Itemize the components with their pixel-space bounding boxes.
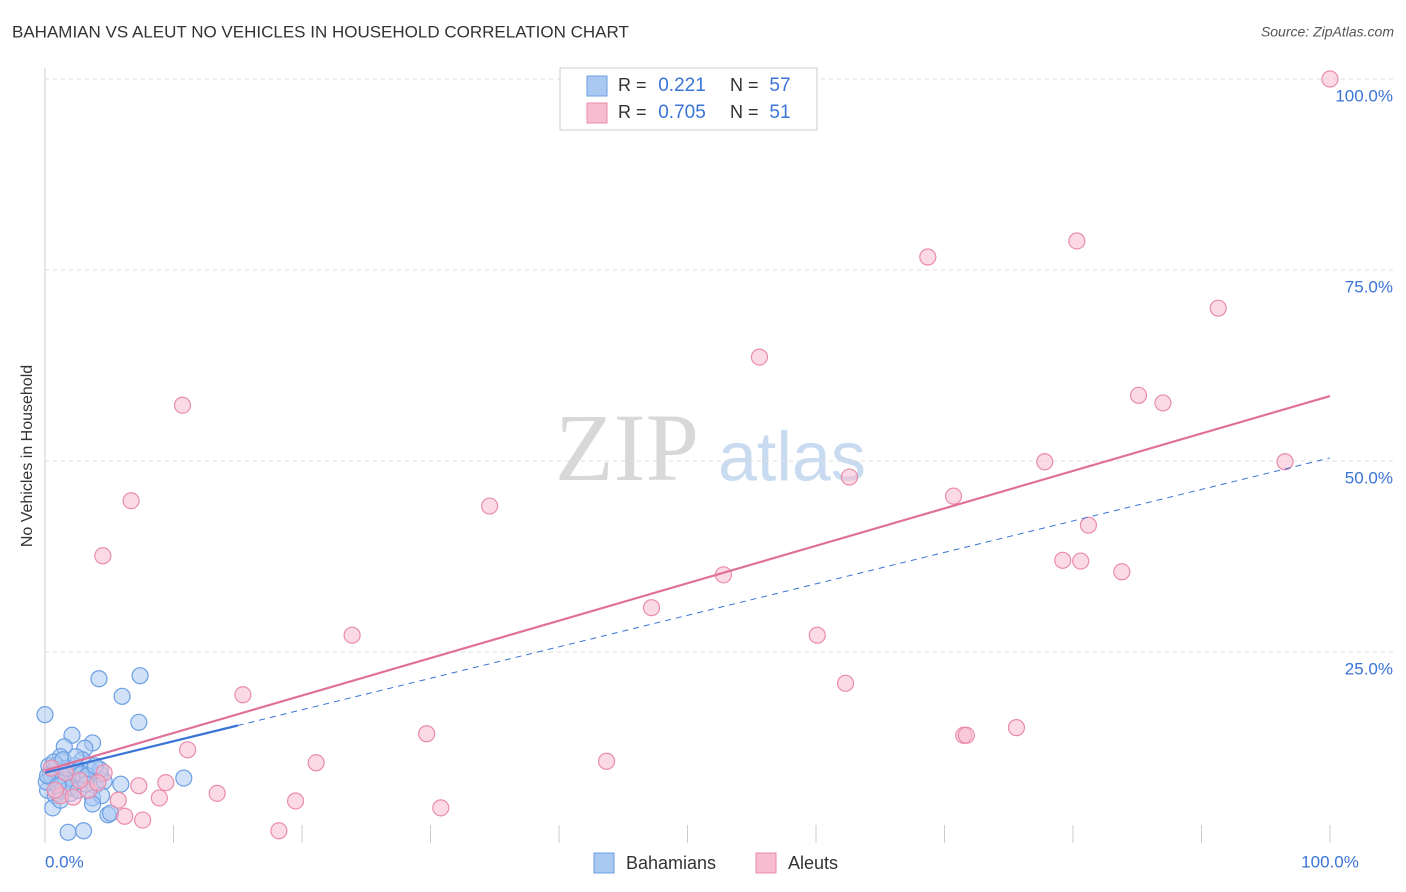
point bbox=[131, 667, 149, 685]
point bbox=[130, 713, 148, 731]
point bbox=[179, 741, 197, 759]
point bbox=[286, 792, 305, 810]
point bbox=[919, 248, 937, 266]
point bbox=[840, 468, 859, 486]
point bbox=[1068, 232, 1086, 250]
point bbox=[116, 807, 134, 825]
point bbox=[1276, 453, 1294, 471]
point bbox=[130, 777, 148, 795]
legend-n-label: N = bbox=[730, 75, 759, 95]
source: Source: ZipAtlas.com bbox=[1261, 24, 1394, 40]
legend-r-label: R = bbox=[618, 75, 647, 95]
point bbox=[59, 823, 77, 841]
legend-n-value: 51 bbox=[769, 102, 790, 123]
legend-label: Aleuts bbox=[788, 853, 838, 873]
y-tick-label: 50.0% bbox=[1345, 468, 1393, 487]
point bbox=[307, 754, 325, 772]
point bbox=[1209, 299, 1227, 317]
point bbox=[74, 822, 93, 840]
point bbox=[957, 726, 975, 744]
legend-r-value: 0.705 bbox=[658, 102, 706, 123]
point bbox=[343, 626, 361, 644]
point bbox=[36, 706, 54, 724]
point bbox=[173, 396, 192, 414]
point bbox=[71, 771, 89, 789]
legend-swatch bbox=[586, 75, 608, 97]
legend-r-value: 0.221 bbox=[658, 75, 706, 96]
legend-swatch bbox=[755, 852, 777, 874]
y-tick-label: 100.0% bbox=[1335, 86, 1393, 105]
point bbox=[109, 791, 127, 809]
legend-r-label: R = bbox=[618, 102, 647, 122]
point bbox=[64, 788, 82, 806]
legend-n-label: N = bbox=[730, 102, 759, 122]
y-axis-label: No Vehicles in Household bbox=[19, 365, 36, 547]
point bbox=[89, 774, 107, 792]
point bbox=[150, 789, 168, 807]
y-tick-label: 25.0% bbox=[1345, 659, 1393, 678]
trend-line-dashed bbox=[237, 457, 1331, 726]
point bbox=[1129, 386, 1148, 404]
point bbox=[642, 599, 661, 617]
point bbox=[750, 348, 769, 366]
point bbox=[481, 497, 499, 515]
point bbox=[94, 547, 112, 565]
point bbox=[597, 752, 616, 770]
x-tick-label: 0.0% bbox=[45, 852, 84, 871]
point bbox=[113, 687, 131, 705]
trend-line bbox=[44, 395, 1331, 772]
point bbox=[1007, 719, 1026, 737]
point bbox=[432, 799, 450, 817]
point bbox=[157, 774, 175, 792]
point bbox=[175, 769, 193, 787]
point bbox=[90, 670, 108, 688]
legend-swatch bbox=[593, 852, 615, 874]
point bbox=[122, 492, 140, 510]
point bbox=[808, 626, 826, 644]
legend-n-value: 57 bbox=[769, 75, 790, 96]
point bbox=[270, 822, 288, 840]
point bbox=[1072, 552, 1090, 570]
point bbox=[234, 686, 252, 704]
point bbox=[836, 674, 855, 692]
legend-swatch bbox=[586, 102, 608, 124]
point bbox=[208, 784, 226, 802]
point bbox=[1054, 551, 1072, 569]
x-tick-label: 100.0% bbox=[1301, 852, 1359, 871]
point bbox=[1113, 563, 1131, 581]
point bbox=[1321, 70, 1339, 88]
y-tick-label: 75.0% bbox=[1345, 277, 1393, 296]
point bbox=[944, 487, 963, 505]
point bbox=[418, 725, 436, 743]
point bbox=[46, 781, 64, 799]
watermark: atlas bbox=[718, 417, 866, 495]
point bbox=[1036, 453, 1054, 471]
legend-label: Bahamians bbox=[626, 853, 716, 873]
chart-title: BAHAMIAN VS ALEUT NO VEHICLES IN HOUSEHO… bbox=[12, 22, 629, 41]
trend-line bbox=[44, 724, 239, 774]
point bbox=[1079, 516, 1098, 534]
point bbox=[112, 775, 130, 793]
point bbox=[1154, 394, 1172, 412]
point bbox=[134, 811, 152, 829]
watermark: ZIP bbox=[555, 394, 699, 501]
